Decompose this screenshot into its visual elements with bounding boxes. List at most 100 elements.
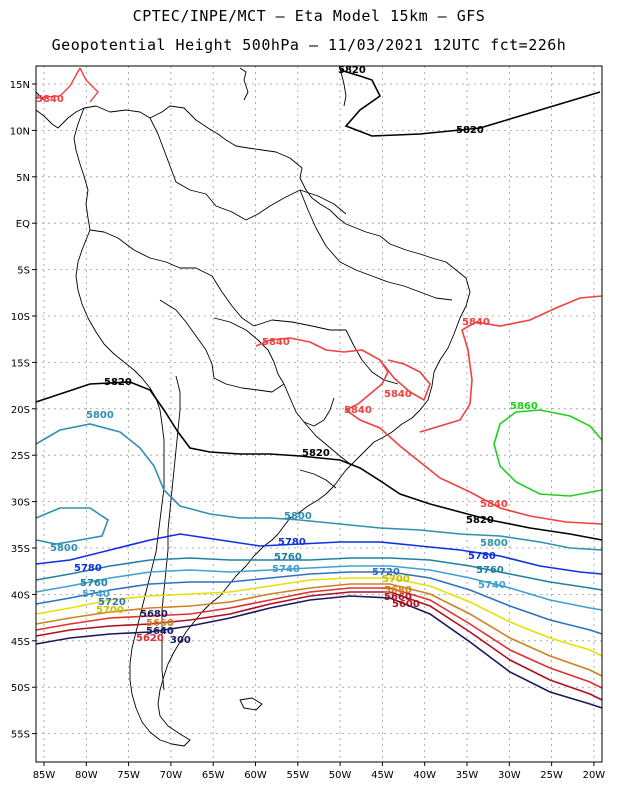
label-5820: 5820	[466, 515, 494, 526]
contour-5640	[35, 591, 603, 701]
contour-5760	[35, 557, 603, 591]
latitude-tick-label: 15S	[11, 358, 30, 369]
label-5840: 5840	[462, 317, 490, 328]
label-5780: 5780	[468, 551, 496, 562]
south-america-coast	[73, 105, 471, 747]
longitude-tick-label: 35W	[456, 770, 479, 781]
contour-5840-main	[255, 337, 603, 525]
falkland-islands	[239, 697, 263, 711]
latitude-tick-label: 35S	[11, 544, 30, 555]
label-5800: 5800	[480, 538, 508, 549]
latitude-tick-label: 25S	[11, 451, 30, 462]
longitude-tick-label: 80W	[75, 770, 98, 781]
label-5860: 5860	[510, 401, 538, 412]
label-5720: 5720	[98, 597, 126, 608]
longitude-tick-label: 85W	[33, 770, 56, 781]
label-5760: 5760	[80, 578, 108, 589]
coastlines-and-borders	[35, 67, 471, 747]
label-5840: 5840	[36, 94, 64, 105]
contour-5860	[493, 409, 603, 497]
contour-5620	[35, 595, 603, 709]
label-5740: 5740	[478, 580, 506, 591]
contour-5840-loop	[379, 359, 431, 402]
latitude-tick-label: 10S	[11, 312, 30, 323]
contour-5820-main	[35, 381, 603, 541]
label-5680: 5680	[140, 609, 168, 620]
latitude-tick-label: 15N	[10, 80, 30, 91]
graticule	[36, 66, 602, 762]
border-ecuador	[89, 229, 135, 251]
longitude-tick-label: 45W	[371, 770, 394, 781]
label-300: 300	[170, 635, 191, 646]
contour-5720	[35, 571, 603, 635]
contour-5840-east	[419, 295, 603, 433]
label-5780: 5780	[278, 537, 306, 548]
label-5840: 5840	[480, 499, 508, 510]
longitude-tick-label: 75W	[117, 770, 140, 781]
label-5760: 5760	[274, 552, 302, 563]
label-5620: 5620	[136, 633, 164, 644]
latitude-tick-label: 5N	[16, 173, 30, 184]
label-5720: 5720	[372, 567, 400, 578]
latitude-tick-label: 45S	[11, 637, 30, 648]
contour-5840-north	[35, 67, 99, 103]
label-5660: 5660	[384, 592, 412, 603]
contour-5820-north	[339, 69, 601, 137]
label-5600: 5600	[392, 599, 420, 610]
contour-5660	[35, 587, 603, 689]
contour-5680	[35, 583, 603, 677]
longitude-tick-label: 65W	[202, 770, 225, 781]
border-peru-brazil	[133, 249, 255, 327]
border-bolivia-brazil	[213, 317, 285, 385]
border-paraguay	[283, 383, 335, 427]
contour-5740	[35, 565, 603, 611]
latitude-tick-label: 30S	[11, 498, 30, 509]
border-uruguay	[299, 469, 337, 489]
label-5700: 5700	[382, 574, 410, 585]
label-5660: 5660	[146, 618, 174, 629]
label-5760: 5760	[476, 565, 504, 576]
border-colombia-venezuela	[149, 117, 247, 221]
longitude-tick-label: 30W	[498, 770, 521, 781]
border-bolivia-paraguay	[213, 377, 285, 393]
label-5800: 5800	[86, 410, 114, 421]
contour-5800-west	[35, 423, 603, 551]
label-5680: 5680	[384, 585, 412, 596]
label-5640: 5640	[146, 626, 174, 637]
height-contours	[35, 67, 603, 709]
contour-5780	[35, 533, 603, 575]
latitude-tick-label: 5S	[17, 266, 30, 277]
longitude-tick-label: 25W	[540, 770, 563, 781]
longitude-tick-label: 60W	[244, 770, 267, 781]
latitude-tick-label: 55S	[11, 730, 30, 741]
longitude-tick-label: 20W	[583, 770, 606, 781]
longitude-tick-label: 40W	[413, 770, 436, 781]
contour-labels: 5820 5820 5820 5820 5820 5840 5840 5840 …	[36, 65, 538, 646]
border-brazil-states	[253, 189, 453, 385]
border-peru-bolivia	[159, 299, 215, 379]
label-5780: 5780	[74, 563, 102, 574]
label-5800: 5800	[284, 511, 312, 522]
border-guianas	[299, 189, 347, 215]
latitude-axis: 15N 10N 5N EQ 5S 10S 15S 20S 25S 30S 35S 40S 45S 50S 5…	[10, 80, 36, 741]
label-5820: 5820	[456, 125, 484, 136]
longitude-tick-label: 55W	[286, 770, 309, 781]
latitude-tick-label: EQ	[16, 219, 30, 230]
map-title-line1: CPTEC/INPE/MCT – Eta Model 15km – GFS	[132, 7, 486, 25]
contour-5800-loop	[35, 507, 109, 545]
label-5840: 5840	[262, 337, 290, 348]
label-5820: 5820	[302, 448, 330, 459]
label-5840: 5840	[344, 405, 372, 416]
border-venezuela-guyana	[245, 189, 301, 221]
longitude-tick-label: 50W	[329, 770, 352, 781]
map-frame	[35, 65, 603, 763]
longitude-tick-label: 70W	[160, 770, 183, 781]
label-5840: 5840	[384, 389, 412, 400]
border-argentina-chile	[161, 375, 181, 691]
latitude-tick-label: 20S	[11, 405, 30, 416]
contour-5700	[35, 577, 603, 657]
label-5740: 5740	[272, 564, 300, 575]
label-5820: 5820	[104, 377, 132, 388]
latitude-tick-label: 40S	[11, 590, 30, 601]
